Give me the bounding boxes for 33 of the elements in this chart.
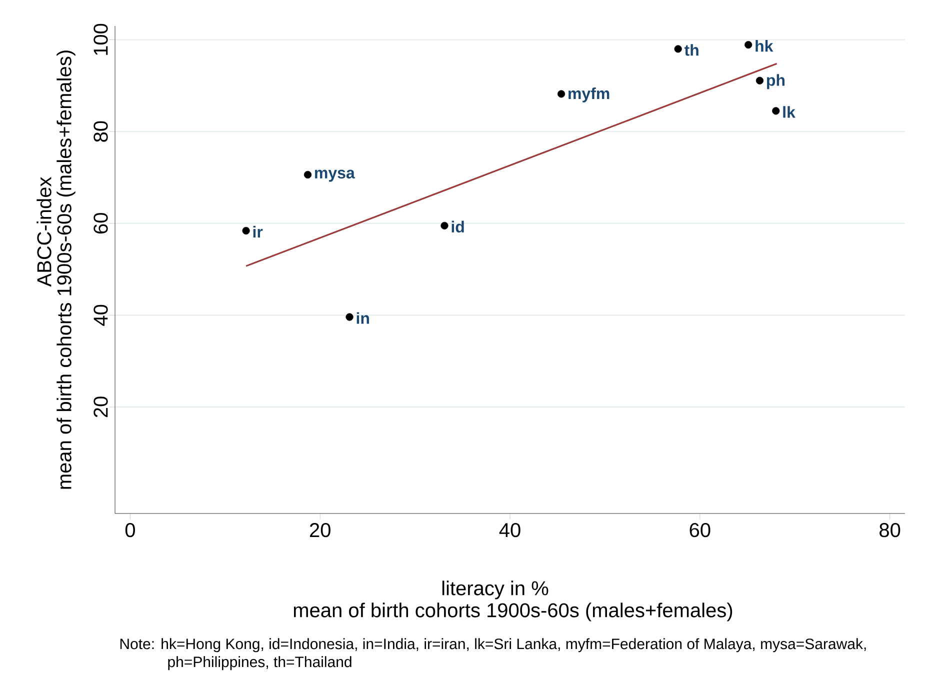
annotation: id [452,220,464,233]
annotation: lk [783,106,796,118]
x-tick-label: 40 [499,523,520,538]
point [557,90,566,98]
text: mean of birth cohorts 1900s-60s (males+females) [294,602,732,622]
annotation: hk [756,40,774,52]
point [242,226,250,235]
annotation: in [356,312,369,324]
text: ABCC-index [36,176,52,287]
annotation: ir [253,226,263,238]
x-tick-label: 80 [880,523,900,538]
annotation: ph [766,74,784,90]
annotation: myfm [568,87,610,102]
point [772,107,780,115]
x-tick-label: 60 [690,523,710,538]
text: Note: hk=Hong Kong, id=Indonesia, in=India, ir=iran, lk=Sri Lanka, myfm=Federation of Malaya, mysa=Sarawak, ph=Philippines, th=Thailand [120,638,866,670]
y-tick-label: 40 [94,304,108,326]
point [346,313,354,321]
text: mean of birth cohorts 1900s-60s (males+females) [56,50,76,489]
y-tick-label: 100 [94,24,108,55]
point [744,41,752,49]
x-tick-label: 0 [125,523,135,538]
point [674,45,682,53]
y-tick-label: 80 [94,121,108,142]
x-tick-label: 20 [310,523,330,538]
point [304,170,312,179]
annotation: mysa [315,170,355,182]
annotation: th [684,44,698,56]
y-tick-label: 20 [94,396,108,418]
point [756,76,764,84]
y-tick-label: 60 [94,213,108,234]
point [440,222,448,230]
text: literacy in % [442,580,548,600]
